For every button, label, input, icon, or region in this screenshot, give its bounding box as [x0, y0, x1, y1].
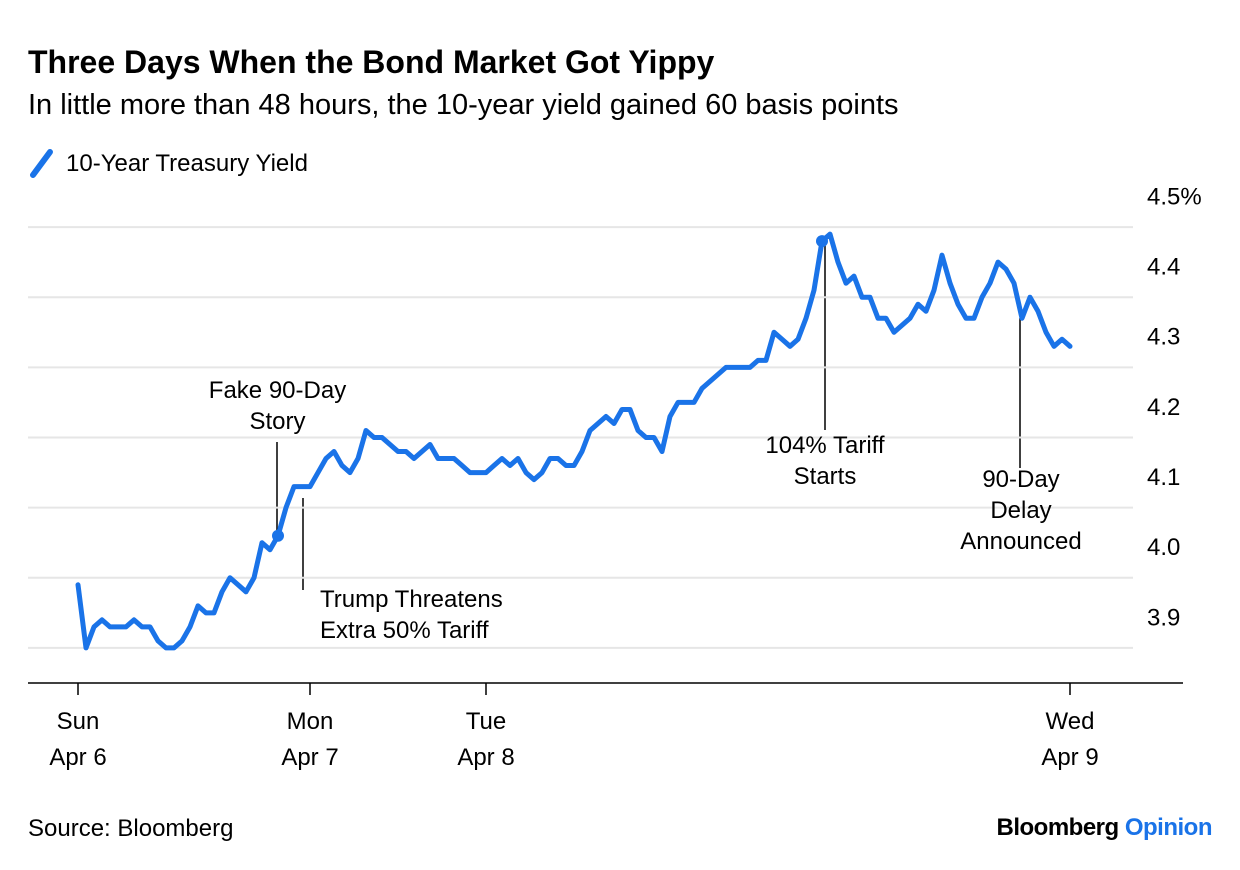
x-tick-label: Sun Apr 6 — [49, 708, 107, 771]
y-tick-label: 4.5% — [1147, 183, 1202, 210]
x-tick-label: Wed Apr 9 — [1041, 708, 1099, 771]
y-tick-label: 3.9 — [1147, 604, 1180, 631]
brand: Bloomberg Opinion — [997, 812, 1213, 843]
chart-title: Three Days When the Bond Market Got Yipp… — [28, 44, 715, 80]
line — [75, 231, 1073, 651]
annotation: Fake 90-Day Story — [208, 377, 347, 435]
brand-suffix: Opinion — [1124, 814, 1213, 841]
y-tick-label: 4.3 — [1147, 324, 1180, 351]
chart-subtitle: In little more than 48 hours, the 10-yea… — [28, 89, 899, 121]
brand-name: Bloomberg — [996, 814, 1120, 841]
annotation: 90-Day Delay Announced — [960, 466, 1082, 555]
annotation-box: 90-Day Delay Announced — [921, 464, 1121, 557]
source: Source: Bloomberg — [28, 815, 234, 842]
legend-swatch — [30, 149, 53, 178]
annotation: Trump Threatens Extra 50% Tariff — [320, 586, 503, 644]
y-tick-label: 4.1 — [1147, 464, 1180, 491]
event-dot — [272, 529, 284, 542]
y-tick-label: 4.4 — [1147, 254, 1180, 281]
y-tick-label: 4.2 — [1147, 394, 1180, 421]
y-tick-label: 4.0 — [1147, 534, 1180, 561]
x-tick-label: Tue Apr 8 — [457, 708, 515, 771]
annotation: 104% Tariff Starts — [765, 432, 885, 490]
legend-label: 10-Year Treasury Yield — [66, 150, 308, 177]
x-tick-label: Mon Apr 7 — [281, 708, 339, 771]
event-dot — [816, 235, 828, 248]
